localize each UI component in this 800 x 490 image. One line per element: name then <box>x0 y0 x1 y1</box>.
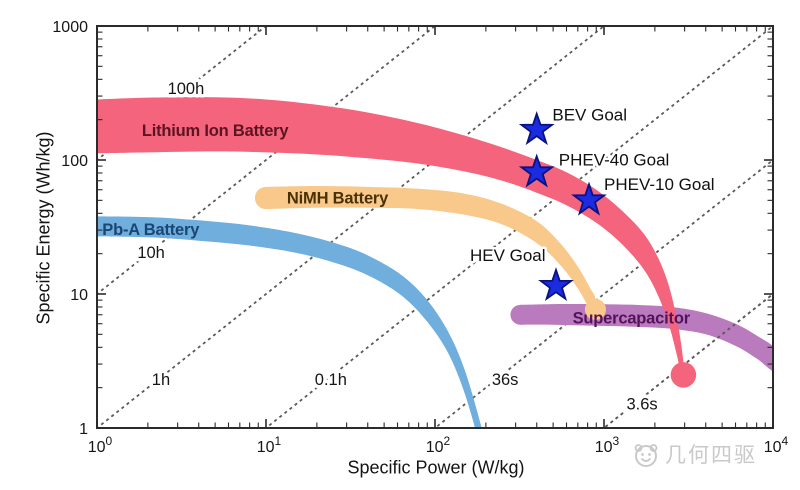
band-cap-supercapacitor <box>510 304 531 325</box>
y-tick-label-10: 10 <box>70 287 88 304</box>
band-cap-nimh-battery <box>584 298 607 320</box>
band-cap-lithium-ion-battery <box>670 362 697 388</box>
x-axis-title: Specific Power (W/kg) <box>347 457 525 478</box>
band-label-nimh-battery: NiMH Battery <box>287 189 389 207</box>
y-tick-label-1: 1 <box>79 421 88 438</box>
goal-star-phev-40-goal <box>518 153 555 188</box>
x-tick-label-10e4: 104 <box>764 434 789 456</box>
band-label-supercapacitor: Supercapacitor <box>573 309 691 327</box>
y-tick-label-1000: 1000 <box>52 19 88 36</box>
x-tick-label-10e0: 100 <box>88 434 113 456</box>
x-tick-label-10e1: 101 <box>257 434 282 456</box>
time-label-36s: 36s <box>492 371 519 389</box>
band-nimh-battery <box>266 186 597 321</box>
goal-label-phev-40-goal: PHEV-40 Goal <box>559 150 670 169</box>
watermark-logo-icon <box>634 444 658 467</box>
band-cap-nimh-battery <box>254 186 278 210</box>
time-line-36s <box>433 158 773 428</box>
y-axis-title: Specific Energy (Wh/kg) <box>33 131 54 325</box>
band-label-lithium-ion-battery: Lithium Ion Battery <box>142 122 290 140</box>
band-pba-battery <box>97 216 482 428</box>
band-supercapacitor <box>520 304 773 372</box>
goal-label-hev-goal: HEV Goal <box>470 246 546 265</box>
x-tick-label-10e3: 103 <box>595 434 620 456</box>
watermark: 几何四驱 <box>630 440 757 470</box>
time-label-10h: 10h <box>137 244 165 262</box>
x-tick-label-10e2: 102 <box>426 434 451 456</box>
goal-star-phev-10-goal <box>571 181 607 216</box>
band-label-pba-battery: Pb-A Battery <box>102 221 200 239</box>
time-label-3-6s: 3.6s <box>626 395 657 413</box>
goal-label-bev-goal: BEV Goal <box>552 106 627 125</box>
band-lithium-ion-battery <box>97 97 685 388</box>
annotations-layer: Supercapacitor NiMH Battery Pb-A Battery Li… <box>102 76 717 416</box>
time-line-overlay-3-6s <box>602 292 773 428</box>
goal-label-phev-10-goal: PHEV-10 Goal <box>604 175 715 194</box>
time-label-0-1h: 0.1h <box>315 371 347 389</box>
goal-star-bev-goal <box>518 111 555 146</box>
watermark-text: 几何四驱 <box>665 443 757 467</box>
goal-star-hev-goal <box>538 267 574 302</box>
time-label-100h: 100h <box>168 80 205 98</box>
y-tick-label-100: 100 <box>61 153 88 170</box>
bands-layer <box>97 97 773 428</box>
time-label-1h: 1h <box>152 371 170 389</box>
